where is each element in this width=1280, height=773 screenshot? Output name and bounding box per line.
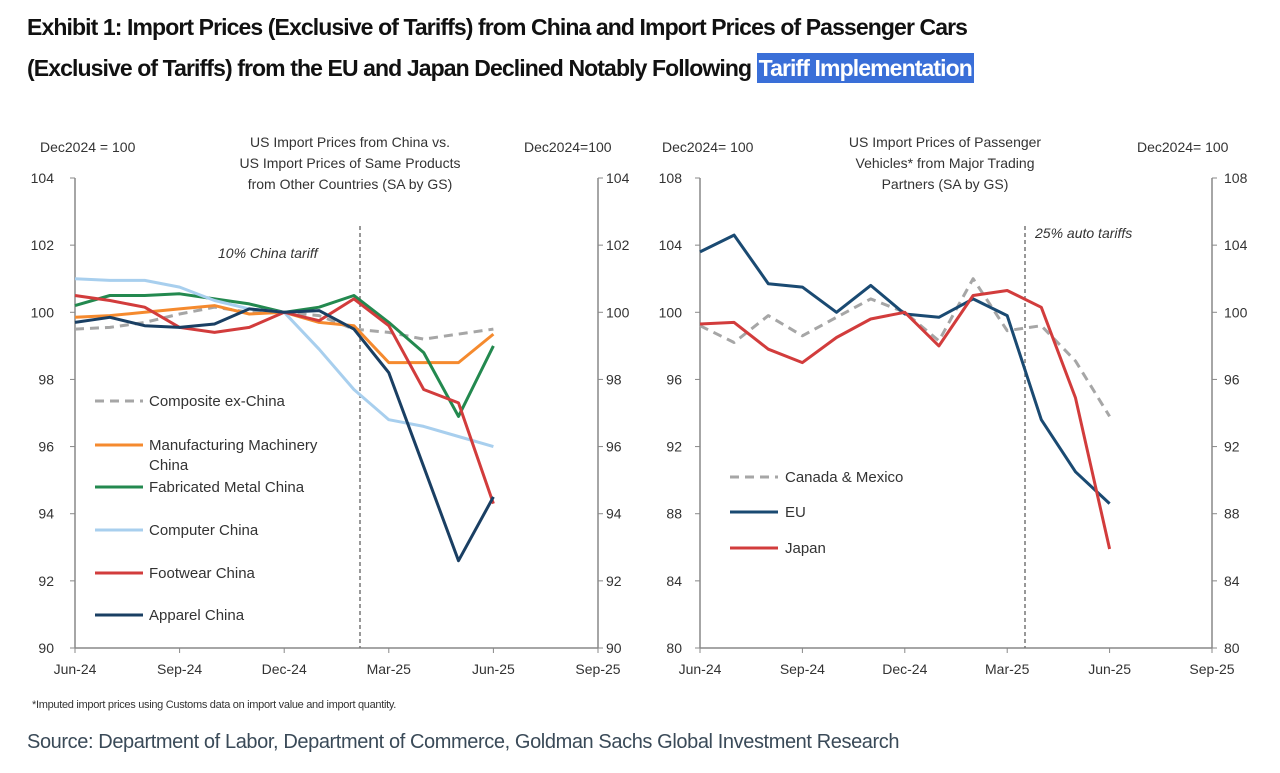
x-tick-label: Jun-24 — [679, 661, 722, 677]
source-note: Source: Department of Labor, Department … — [27, 731, 900, 753]
y-tick-label-left: 90 — [38, 640, 54, 656]
y-tick-label-left: 80 — [666, 640, 682, 656]
chart-title: US Import Prices of Passenger — [849, 134, 1042, 150]
x-tick-label: Dec-24 — [262, 661, 307, 677]
legend-label: Fabricated Metal China — [149, 479, 305, 496]
series-line-apparel-china — [74, 307, 495, 563]
x-tick-label: Mar-25 — [367, 661, 412, 677]
y-tick-label-right: 108 — [1224, 170, 1248, 186]
chart-title: Vehicles* from Major Trading — [856, 155, 1035, 171]
footnote: *Imputed import prices using Customs dat… — [32, 699, 397, 711]
x-tick-label: Sep-24 — [157, 661, 202, 677]
legend-label: Manufacturing Machinery China — [149, 437, 318, 474]
x-tick-label: Sep-24 — [780, 661, 825, 677]
y-tick-label-right: 104 — [606, 170, 630, 186]
y-tick-label-left: 96 — [666, 371, 682, 387]
series-line-japan — [699, 289, 1112, 550]
title-highlight: Tariff Implementation — [756, 53, 974, 83]
right-axis-unit: Dec2024= 100 — [1137, 139, 1229, 155]
y-tick-label-left: 92 — [666, 439, 682, 455]
legend-label: Apparel China — [149, 607, 245, 624]
legend-label: Computer China — [149, 522, 259, 539]
y-tick-label-right: 92 — [606, 573, 622, 589]
right-axis-unit: Dec2024=100 — [524, 139, 612, 155]
y-tick-label-right: 102 — [606, 237, 630, 253]
x-tick-label: Mar-25 — [985, 661, 1030, 677]
y-tick-label-left: 104 — [31, 170, 55, 186]
x-tick-label: Dec-24 — [882, 661, 927, 677]
x-tick-label: Jun-24 — [54, 661, 97, 677]
y-tick-label-right: 90 — [606, 640, 622, 656]
y-tick-label-right: 92 — [1224, 439, 1240, 455]
legend-label: Footwear China — [149, 565, 256, 582]
y-tick-label-left: 108 — [659, 170, 683, 186]
tariff-annotation: 25% auto tariffs — [1034, 225, 1132, 241]
y-tick-label-left: 98 — [38, 371, 54, 387]
x-tick-label: Jun-25 — [1088, 661, 1131, 677]
y-tick-label-right: 84 — [1224, 573, 1240, 589]
y-tick-label-left: 100 — [659, 304, 683, 320]
y-tick-label-left: 84 — [666, 573, 682, 589]
series-line-canada-mexico — [699, 277, 1111, 418]
series-line-eu — [699, 233, 1111, 505]
y-tick-label-left: 94 — [38, 506, 54, 522]
y-tick-label-right: 88 — [1224, 506, 1240, 522]
y-tick-label-left: 88 — [666, 506, 682, 522]
x-tick-label: Jun-25 — [472, 661, 515, 677]
y-tick-label-right: 104 — [1224, 237, 1248, 253]
y-tick-label-right: 98 — [606, 371, 622, 387]
y-tick-label-right: 94 — [606, 506, 622, 522]
tariff-annotation: 10% China tariff — [218, 245, 320, 261]
exhibit-title-line2: (Exclusive of Tariffs) from the EU and J… — [27, 53, 974, 83]
chart-title: Partners (SA by GS) — [882, 176, 1009, 192]
y-tick-label-left: 96 — [38, 439, 54, 455]
y-tick-label-left: 100 — [31, 304, 55, 320]
left-axis-unit: Dec2024= 100 — [662, 139, 754, 155]
legend-label: EU — [785, 504, 806, 521]
legend-label: Canada & Mexico — [785, 469, 903, 486]
legend-label: Japan — [785, 540, 826, 557]
y-tick-label-left: 102 — [31, 237, 55, 253]
y-tick-label-right: 96 — [606, 439, 622, 455]
y-tick-label-left: 104 — [659, 237, 683, 253]
title-text: (Exclusive of Tariffs) from the EU and J… — [27, 55, 757, 81]
chart-title: US Import Prices of Same Products — [240, 155, 461, 171]
y-tick-label-left: 92 — [38, 573, 54, 589]
y-tick-label-right: 100 — [606, 304, 630, 320]
y-tick-label-right: 80 — [1224, 640, 1240, 656]
legend-label: Composite ex-China — [149, 393, 286, 410]
y-tick-label-right: 96 — [1224, 371, 1240, 387]
x-tick-label: Sep-25 — [1189, 661, 1234, 677]
chart-title: US Import Prices from China vs. — [250, 134, 450, 150]
chart-title: from Other Countries (SA by GS) — [248, 176, 453, 192]
exhibit-title-line1: Exhibit 1: Import Prices (Exclusive of T… — [27, 14, 968, 40]
left-axis-unit: Dec2024 = 100 — [40, 139, 136, 155]
y-tick-label-right: 100 — [1224, 304, 1248, 320]
x-tick-label: Sep-25 — [575, 661, 620, 677]
